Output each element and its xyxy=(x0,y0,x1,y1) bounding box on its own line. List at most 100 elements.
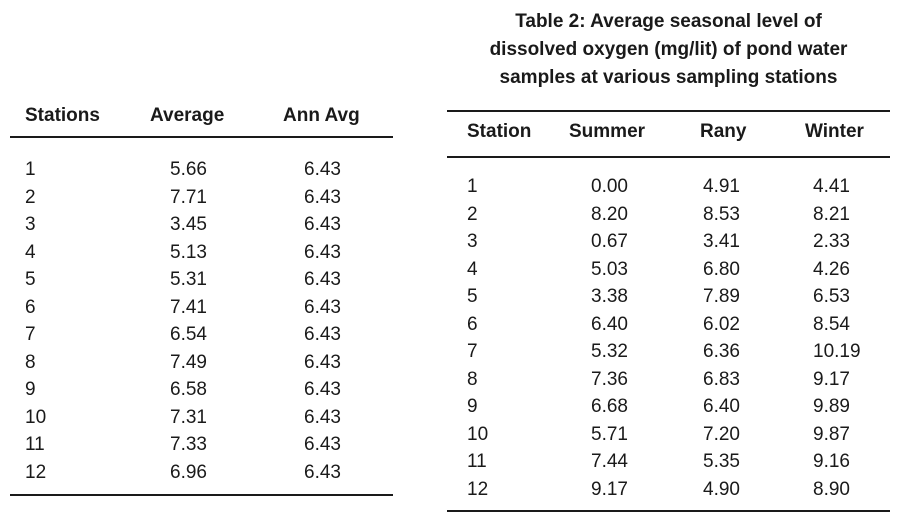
cell-ann-avg: 6.43 xyxy=(304,324,341,345)
right-table-header-rule xyxy=(447,156,890,158)
table-row: 7 6.54 6.43 xyxy=(10,323,393,351)
cell-average: 5.66 xyxy=(170,159,207,180)
cell-rany: 7.20 xyxy=(703,423,740,445)
cell-station: 1 xyxy=(25,159,36,180)
cell-winter: 8.54 xyxy=(813,313,850,335)
column-header-average: Average xyxy=(150,105,225,126)
table-row: 9 6.58 6.43 xyxy=(10,378,393,406)
cell-station: 5 xyxy=(467,286,478,307)
table-row: 6 7.41 6.43 xyxy=(10,296,393,324)
cell-winter: 4.41 xyxy=(813,176,850,197)
cell-summer: 8.20 xyxy=(591,203,628,225)
table-row: 9 6.68 6.40 9.89 xyxy=(447,395,890,423)
cell-rany: 7.89 xyxy=(703,286,740,307)
column-header-station: Station xyxy=(467,121,532,142)
table-row: 3 3.45 6.43 xyxy=(10,213,393,241)
cell-summer: 5.03 xyxy=(591,258,628,280)
cell-station: 3 xyxy=(25,214,36,235)
cell-ann-avg: 6.43 xyxy=(304,379,341,400)
cell-rany: 5.35 xyxy=(703,451,740,472)
table-row: 4 5.03 6.80 4.26 xyxy=(447,258,890,286)
left-table-top-rule xyxy=(10,136,393,138)
cell-station: 6 xyxy=(467,313,478,335)
cell-station: 12 xyxy=(467,478,489,500)
cell-rany: 6.83 xyxy=(703,368,740,390)
cell-station: 8 xyxy=(467,368,478,390)
cell-average: 6.96 xyxy=(170,461,207,483)
table-title-line: Table 2: Average seasonal level of xyxy=(515,11,822,32)
cell-ann-avg: 6.43 xyxy=(304,269,341,290)
right-table-bottom-rule xyxy=(447,510,890,512)
cell-average: 7.33 xyxy=(170,434,207,455)
table-title-line: samples at various sampling stations xyxy=(499,67,838,88)
cell-ann-avg: 6.43 xyxy=(304,241,341,263)
cell-average: 7.49 xyxy=(170,351,207,373)
cell-summer: 3.38 xyxy=(591,286,628,307)
table-row: 2 8.20 8.53 8.21 xyxy=(447,203,890,231)
cell-rany: 6.36 xyxy=(703,341,740,362)
cell-summer: 0.00 xyxy=(591,176,628,197)
cell-station: 7 xyxy=(25,324,36,345)
cell-station: 1 xyxy=(467,176,478,197)
cell-ann-avg: 6.43 xyxy=(304,351,341,373)
column-header-summer: Summer xyxy=(569,121,646,142)
cell-average: 3.45 xyxy=(170,214,207,235)
left-table-bottom-rule xyxy=(10,494,393,496)
cell-rany: 6.80 xyxy=(703,258,740,280)
right-table-top-rule xyxy=(447,110,890,112)
cell-summer: 5.71 xyxy=(591,423,628,445)
left-table: Stations Average Ann Avg 1 5.66 6.43 2 7… xyxy=(10,0,393,526)
cell-ann-avg: 6.43 xyxy=(304,296,341,318)
table-row: 6 6.40 6.02 8.54 xyxy=(447,313,890,341)
cell-winter: 8.90 xyxy=(813,478,850,500)
cell-winter: 10.19 xyxy=(813,341,861,362)
cell-summer: 7.44 xyxy=(591,451,628,472)
table-row: 5 5.31 6.43 xyxy=(10,268,393,296)
table-row: 5 3.38 7.89 6.53 xyxy=(447,285,890,313)
cell-rany: 4.91 xyxy=(703,176,740,197)
cell-ann-avg: 6.43 xyxy=(304,159,341,180)
left-table-body: 1 5.66 6.43 2 7.71 6.43 3 3.45 6.43 4 5.… xyxy=(10,158,393,488)
column-header-rany: Rany xyxy=(700,121,747,142)
cell-rany: 3.41 xyxy=(703,231,740,252)
table-row: 1 0.00 4.91 4.41 xyxy=(447,175,890,203)
cell-summer: 0.67 xyxy=(591,231,628,252)
cell-rany: 4.90 xyxy=(703,478,740,500)
left-table-header: Stations Average Ann Avg xyxy=(10,104,393,128)
cell-summer: 9.17 xyxy=(591,478,628,500)
cell-average: 5.31 xyxy=(170,269,207,290)
table-row: 12 9.17 4.90 8.90 xyxy=(447,478,890,506)
cell-summer: 6.40 xyxy=(591,313,628,335)
table-row: 1 5.66 6.43 xyxy=(10,158,393,186)
column-header-stations: Stations xyxy=(25,105,100,126)
table-row: 10 5.71 7.20 9.87 xyxy=(447,423,890,451)
cell-average: 7.41 xyxy=(170,296,207,318)
cell-average: 7.71 xyxy=(170,186,207,208)
cell-rany: 8.53 xyxy=(703,203,740,225)
table-title-line: dissolved oxygen (mg/lit) of pond water xyxy=(489,39,848,60)
cell-ann-avg: 6.43 xyxy=(304,434,341,455)
cell-station: 5 xyxy=(25,269,36,290)
cell-winter: 8.21 xyxy=(813,203,850,225)
cell-ann-avg: 6.43 xyxy=(304,461,341,483)
cell-station: 4 xyxy=(467,258,478,280)
cell-winter: 9.17 xyxy=(813,368,850,390)
cell-station: 10 xyxy=(25,406,47,428)
cell-station: 3 xyxy=(467,231,478,252)
cell-rany: 6.40 xyxy=(703,396,740,417)
cell-average: 6.58 xyxy=(170,379,207,400)
cell-ann-avg: 6.43 xyxy=(304,406,341,428)
table-row: 8 7.36 6.83 9.17 xyxy=(447,368,890,396)
cell-summer: 7.36 xyxy=(591,368,628,390)
table-row: 11 7.44 5.35 9.16 xyxy=(447,450,890,478)
cell-ann-avg: 6.43 xyxy=(304,186,341,208)
table-row: 2 7.71 6.43 xyxy=(10,186,393,214)
cell-average: 7.31 xyxy=(170,406,207,428)
cell-average: 5.13 xyxy=(170,241,207,263)
cell-winter: 9.16 xyxy=(813,451,850,472)
table-row: 3 0.67 3.41 2.33 xyxy=(447,230,890,258)
cell-station: 9 xyxy=(25,379,36,400)
cell-station: 11 xyxy=(25,434,45,455)
cell-summer: 6.68 xyxy=(591,396,628,417)
cell-station: 12 xyxy=(25,461,47,483)
